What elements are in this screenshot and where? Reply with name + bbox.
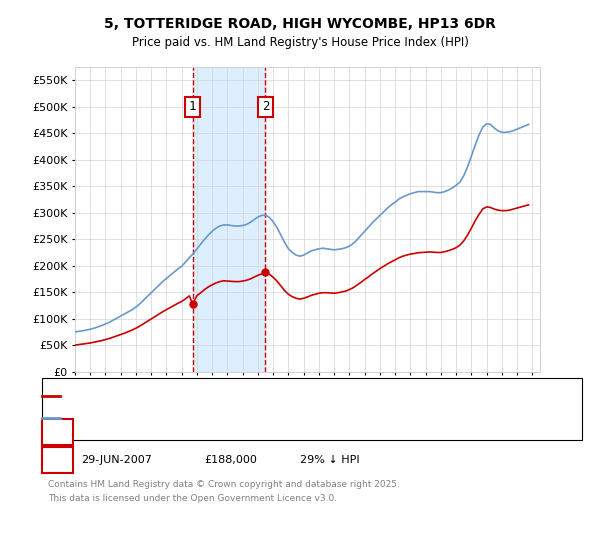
Text: 20-SEP-2002: 20-SEP-2002	[81, 427, 152, 437]
Text: Price paid vs. HM Land Registry's House Price Index (HPI): Price paid vs. HM Land Registry's House …	[131, 36, 469, 49]
Bar	[193, 67, 265, 372]
Text: 1: 1	[54, 427, 61, 437]
Text: 2: 2	[54, 455, 61, 465]
Text: 5, TOTTERIDGE ROAD, HIGH WYCOMBE, HP13 6DR: 5, TOTTERIDGE ROAD, HIGH WYCOMBE, HP13 6…	[104, 17, 496, 31]
Text: £188,000: £188,000	[204, 455, 257, 465]
Text: 29% ↓ HPI: 29% ↓ HPI	[300, 455, 359, 465]
Text: 5, TOTTERIDGE ROAD, HIGH WYCOMBE, HP13 6DR (semi-detached house): 5, TOTTERIDGE ROAD, HIGH WYCOMBE, HP13 6…	[66, 391, 452, 401]
Text: £127,750: £127,750	[204, 427, 257, 437]
Text: 29-JUN-2007: 29-JUN-2007	[81, 455, 152, 465]
Text: This data is licensed under the Open Government Licence v3.0.: This data is licensed under the Open Gov…	[48, 494, 337, 503]
Text: 31% ↓ HPI: 31% ↓ HPI	[300, 427, 359, 437]
Text: Contains HM Land Registry data © Crown copyright and database right 2025.: Contains HM Land Registry data © Crown c…	[48, 480, 400, 489]
Text: 1: 1	[189, 100, 196, 114]
Text: HPI: Average price, semi-detached house, Buckinghamshire: HPI: Average price, semi-detached house,…	[66, 413, 378, 423]
Text: 2: 2	[262, 100, 269, 114]
